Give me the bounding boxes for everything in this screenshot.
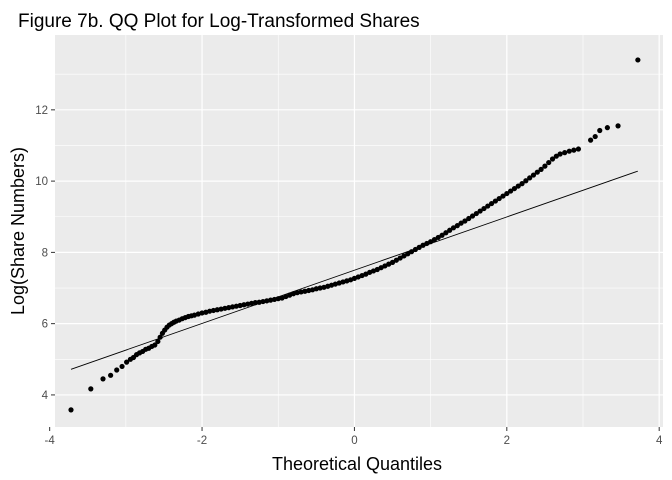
data-point [575, 146, 582, 152]
x-tick-label: 4 [656, 435, 663, 447]
data-point [88, 386, 94, 392]
data-point [443, 230, 449, 236]
x-axis-title: Theoretical Quantiles [272, 454, 442, 474]
axes: -4 -2 0 2 4 4 6 8 10 12 [35, 105, 663, 447]
x-tick-label: 0 [351, 435, 357, 447]
data-point [152, 342, 158, 348]
data-point [252, 300, 258, 306]
data-point [435, 234, 441, 241]
data-point [588, 137, 594, 143]
data-point [124, 359, 130, 365]
data-point [393, 257, 399, 263]
data-point [100, 376, 106, 382]
data-point [549, 156, 556, 162]
data-point [500, 193, 506, 199]
data-point [477, 208, 483, 214]
reference-line-group [70, 170, 639, 370]
data-point [515, 183, 521, 189]
grid-lines [49, 35, 663, 427]
y-tick-label: 4 [42, 390, 49, 402]
data-point [114, 367, 120, 373]
data-point [523, 178, 529, 184]
reference-line [70, 170, 639, 370]
data-point [412, 246, 418, 253]
data-point [546, 159, 552, 166]
y-tick-label: 12 [35, 105, 48, 117]
data-point [553, 153, 559, 159]
data-point [405, 251, 411, 257]
data-point [592, 133, 598, 140]
data-point [571, 147, 577, 153]
data-point [488, 200, 495, 207]
data-points [68, 57, 641, 413]
data-point [157, 334, 163, 340]
data-point [538, 166, 544, 172]
chart-title: Figure 7b. QQ Plot for Log-Transformed S… [18, 11, 420, 32]
data-point [431, 236, 438, 243]
data-point [519, 181, 525, 187]
plot-panel [55, 35, 663, 427]
y-tick-label: 6 [42, 319, 48, 331]
data-point [527, 175, 533, 181]
data-point [492, 198, 498, 204]
data-point [562, 150, 568, 156]
data-point [496, 195, 502, 202]
data-point [389, 259, 396, 265]
data-point [401, 253, 407, 259]
data-point [615, 123, 621, 129]
data-point [462, 218, 468, 224]
data-point [428, 239, 434, 245]
x-tick-label: -4 [45, 435, 56, 447]
data-point [458, 220, 464, 226]
data-point [108, 372, 114, 378]
data-point [604, 125, 610, 131]
data-point [408, 249, 415, 255]
data-point [566, 148, 572, 154]
data-point [155, 338, 161, 345]
y-tick-label: 10 [35, 176, 48, 188]
data-point [542, 163, 548, 169]
y-tick-label: 8 [42, 247, 48, 259]
data-point [504, 190, 510, 197]
data-point [397, 255, 403, 261]
data-point [635, 57, 641, 63]
data-point [530, 172, 537, 178]
data-point [481, 205, 487, 212]
data-point [454, 223, 460, 229]
data-point [469, 213, 476, 219]
data-point [508, 188, 514, 194]
x-tick-label: 2 [504, 435, 510, 447]
x-tick-label: -2 [197, 435, 207, 447]
data-point [557, 151, 563, 157]
data-point [119, 363, 125, 370]
data-point [447, 227, 453, 233]
data-point [439, 232, 445, 238]
data-point [416, 244, 422, 250]
data-point [68, 407, 74, 413]
data-point [466, 215, 472, 222]
data-point [450, 225, 457, 231]
data-point [534, 169, 540, 175]
data-point [511, 185, 518, 192]
y-axis-title: Log(Share Numbers) [8, 147, 28, 315]
data-point [473, 210, 479, 217]
data-point [597, 127, 603, 134]
data-point [485, 203, 491, 209]
